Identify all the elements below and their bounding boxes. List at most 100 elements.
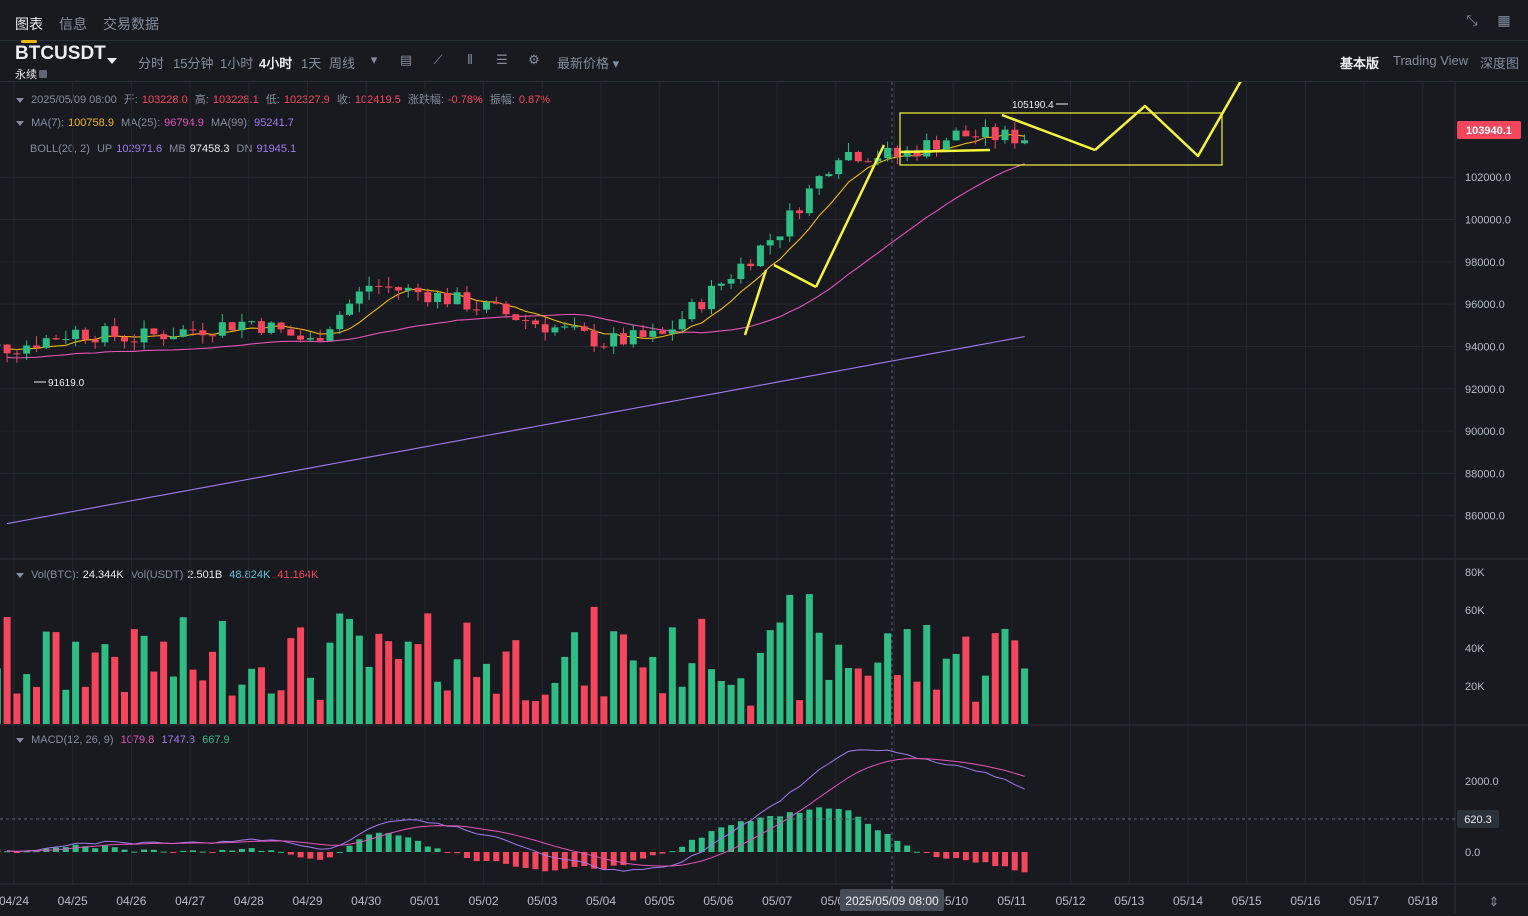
- price-type-select[interactable]: 最新价格 ▾: [557, 56, 620, 71]
- volume-bar: [218, 620, 226, 724]
- view-depth[interactable]: 深度图: [1480, 56, 1520, 71]
- candle-type-icon[interactable]: ⫴: [467, 52, 473, 67]
- volume-bar: [199, 680, 207, 724]
- candle: [277, 322, 285, 330]
- volume-bar: [668, 627, 676, 724]
- macd-hist-bar: [620, 852, 627, 866]
- macd-hist-bar: [356, 839, 363, 852]
- volume-tick-label: 80K: [1465, 567, 1485, 579]
- calendar-icon[interactable]: ▤: [399, 52, 413, 67]
- interval-4h[interactable]: 4小时: [259, 56, 293, 71]
- layout-grid-icon[interactable]: ▦: [1497, 12, 1511, 28]
- time-tick-label: 05/02: [469, 894, 499, 908]
- candle: [316, 338, 324, 341]
- ma25-line: [7, 163, 1025, 359]
- candle: [3, 344, 11, 354]
- legend-collapse-icon[interactable]: [16, 97, 24, 103]
- volume-bar: [1021, 668, 1029, 724]
- candle: [522, 320, 530, 322]
- volume-bar: [238, 684, 246, 724]
- boll-label: BOLL(20, 2): [30, 143, 90, 155]
- candle: [512, 314, 520, 321]
- volume-bar: [531, 701, 539, 724]
- interval-15m[interactable]: 15分钟: [173, 56, 214, 71]
- candle: [913, 150, 921, 157]
- view-basic[interactable]: 基本版: [1340, 56, 1380, 71]
- macd-collapse-icon[interactable]: [16, 737, 24, 743]
- macd-hist-bar: [141, 849, 148, 852]
- macd-hist-bar: [180, 850, 187, 852]
- legend-low-label: 低:: [265, 94, 280, 106]
- price-tick-label: 100000.0: [1465, 215, 1511, 227]
- price-tick-label: 88000.0: [1465, 468, 1505, 480]
- volume-bar: [189, 669, 197, 724]
- time-tick-label: 05/04: [586, 894, 616, 908]
- legend-high: 103228.1: [212, 94, 259, 106]
- collapse-icon[interactable]: ⤡: [1466, 12, 1478, 28]
- volume-bar: [23, 674, 31, 724]
- time-tick-label: 05/03: [527, 894, 557, 908]
- volume-bar: [0, 668, 1, 724]
- volume-bar: [796, 700, 804, 724]
- volume-bar: [81, 686, 89, 724]
- candle: [179, 329, 187, 337]
- price-chart[interactable]: 86000.0 88000.0 90000.0 92000.0 94000.0 96000…: [0, 82, 1528, 916]
- volume-bar: [346, 618, 354, 724]
- candle: [404, 287, 412, 291]
- draw-line-icon[interactable]: ⟋: [433, 52, 443, 67]
- candle: [473, 309, 481, 311]
- legend-change: -0.78%: [447, 94, 483, 106]
- macd-hist-bar: [121, 849, 128, 852]
- volume-tick-label: 40K: [1465, 643, 1485, 655]
- volume-bar: [443, 690, 451, 724]
- candle: [238, 321, 246, 331]
- macd-hist-bar: [170, 852, 177, 853]
- macd-hist-bar: [923, 852, 930, 853]
- macd-hist-bar: [874, 830, 881, 852]
- view-tradingview[interactable]: Trading View: [1393, 53, 1469, 68]
- volume-bar: [463, 622, 471, 724]
- symbol-title[interactable]: BTCUSDT: [15, 43, 106, 64]
- volume-bar: [404, 641, 412, 724]
- interval-1h[interactable]: 1小时: [220, 56, 254, 71]
- macd-hist-bar: [982, 852, 989, 863]
- interval-1d[interactable]: 1天: [301, 56, 322, 71]
- macd-hist-bar: [346, 845, 353, 852]
- ma99-path: [7, 336, 1025, 525]
- volume-collapse-icon[interactable]: [16, 572, 24, 578]
- volume-bar: [228, 695, 236, 724]
- indicator-icon[interactable]: ☰: [496, 52, 508, 67]
- tab-info[interactable]: 信息: [59, 16, 87, 32]
- macd-dea-value: 1747.8: [161, 734, 196, 746]
- interval-1w[interactable]: 周线: [329, 56, 356, 71]
- candle: [727, 279, 735, 284]
- candle: [766, 240, 774, 246]
- macd-tick-label: 2000.0: [1465, 776, 1499, 788]
- macd-hist-bar: [943, 852, 950, 859]
- arrow-leg-3: [814, 144, 886, 288]
- interval-tick[interactable]: 分时: [138, 56, 165, 71]
- tab-trading-data[interactable]: 交易数据: [103, 16, 159, 32]
- interval-more-icon[interactable]: ▾: [370, 52, 378, 67]
- candle: [756, 245, 764, 267]
- volume-bar: [590, 606, 598, 724]
- candle: [835, 160, 843, 175]
- symbol-dropdown-icon[interactable]: [107, 58, 117, 64]
- candle: [541, 324, 549, 333]
- gear-icon[interactable]: ⚙: [528, 52, 540, 67]
- candle: [111, 326, 119, 338]
- candle: [668, 329, 676, 334]
- volume-bar: [708, 669, 716, 724]
- ma-collapse-icon[interactable]: [16, 120, 24, 126]
- macd-hist-bar: [835, 808, 842, 852]
- volume-bar: [453, 659, 461, 724]
- macd-hist-bar: [219, 849, 226, 852]
- top-tab-bar: 图表 信息 交易数据 ⤡ ▦: [0, 0, 1528, 43]
- macd-hist-bar: [199, 851, 206, 853]
- macd-hist-bar: [913, 851, 920, 853]
- macd-hist-bar: [1011, 852, 1018, 871]
- boll-up-value: 102971.6: [116, 143, 163, 155]
- tab-chart[interactable]: 图表: [15, 16, 43, 43]
- macd-hist-bar: [728, 825, 735, 852]
- volume-bar: [424, 613, 432, 724]
